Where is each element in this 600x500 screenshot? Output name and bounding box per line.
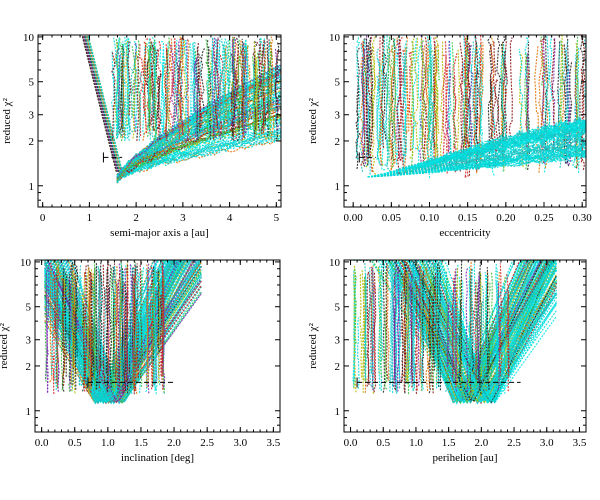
x-tick-label: 2.0 [167,437,181,449]
x-tick-label: 0.5 [376,437,390,449]
x-tick-label: 3.5 [573,437,587,449]
data-strands [352,260,557,406]
x-tick-label: 0.0 [344,437,358,449]
y-tick-label: 3 [26,335,32,347]
y-tick-label: 2 [29,136,35,148]
y-tick-label: 3 [335,110,341,122]
x-tick-label: 0.10 [420,212,440,224]
plot-frame [343,259,587,433]
panel-1: 0 1 2 3 4 5 1 2 3 5 10 semi-major axis a [au] reduce… [1,32,282,239]
data-strands [355,35,586,179]
y-axis-label: reduced χ² [0,322,10,368]
y-tick-label: 5 [26,302,32,314]
x-tick-label: 3.0 [540,437,554,449]
x-tick-label: 0.0 [35,437,49,449]
x-tick-label: 2.0 [474,437,488,449]
x-tick-label: 0.15 [458,212,478,224]
y-tick-label: 5 [335,77,341,89]
x-tick-label: 3 [180,212,186,224]
y-axis-label: reduced χ² [1,97,13,143]
y-tick-label: 10 [329,32,341,44]
y-axis-label: reduced χ² [307,97,319,143]
x-tick-label: 2.5 [507,437,521,449]
x-axis-label: eccentricity [439,227,491,239]
y-tick-label: 2 [335,136,341,148]
y-tick-label: 10 [20,257,32,269]
panel-3: 0.0 0.5 1.0 1.5 2.0 2.5 3.0 3.5 1 2 3 5 10 inclinatio… [0,257,281,464]
x-tick-label: 0.20 [496,212,516,224]
y-axis-label: reduced χ² [307,322,319,368]
x-axis-label: inclination [deg] [121,452,194,464]
y-tick-label: 10 [329,257,341,269]
x-tick-label: 1.5 [442,437,456,449]
x-tick-label: 0.5 [68,437,82,449]
y-tick-label: 5 [29,77,35,89]
x-tick-label: 3.0 [233,437,247,449]
x-tick-label: 0 [40,212,46,224]
y-tick-label: 1 [335,181,341,193]
x-tick-label: 2.5 [200,437,214,449]
panel-4: 0.0 0.5 1.0 1.5 2.0 2.5 3.0 3.5 1 2 3 5 10 perihelion… [307,257,587,464]
y-tick-label: 2 [335,361,341,373]
x-axis-label: semi-major axis a [au] [110,227,209,239]
y-tick-label: 5 [335,302,341,314]
y-tick-label: 3 [29,110,35,122]
x-tick-label: 0.00 [344,212,364,224]
x-tick-label: 4 [227,212,233,224]
panel-2: 0.00 0.05 0.10 0.15 0.20 0.25 0.30 1 2 3 5 10 eccent… [307,32,592,239]
x-tick-label: 0.05 [382,212,402,224]
y-tick-label: 1 [335,406,341,418]
x-tick-label: 1.0 [101,437,115,449]
x-tick-label: 0.30 [573,212,593,224]
data-strands [81,36,281,184]
y-tick-label: 3 [335,335,341,347]
data-strands [44,260,202,405]
y-tick-label: 1 [29,181,35,193]
x-tick-label: 1.5 [134,437,148,449]
x-tick-label: 1 [87,212,93,224]
plot-frame [34,259,281,433]
y-tick-label: 1 [26,406,32,418]
plot-frame [343,34,587,208]
x-tick-label: 0.25 [534,212,554,224]
y-tick-label: 10 [23,32,35,44]
x-tick-label: 3.5 [267,437,281,449]
x-tick-label: 1.0 [409,437,423,449]
x-tick-label: 2 [133,212,139,224]
x-tick-label: 5 [274,212,280,224]
x-axis-label: perihelion [au] [432,452,497,464]
plot-frame [37,34,282,208]
y-tick-label: 2 [26,361,32,373]
